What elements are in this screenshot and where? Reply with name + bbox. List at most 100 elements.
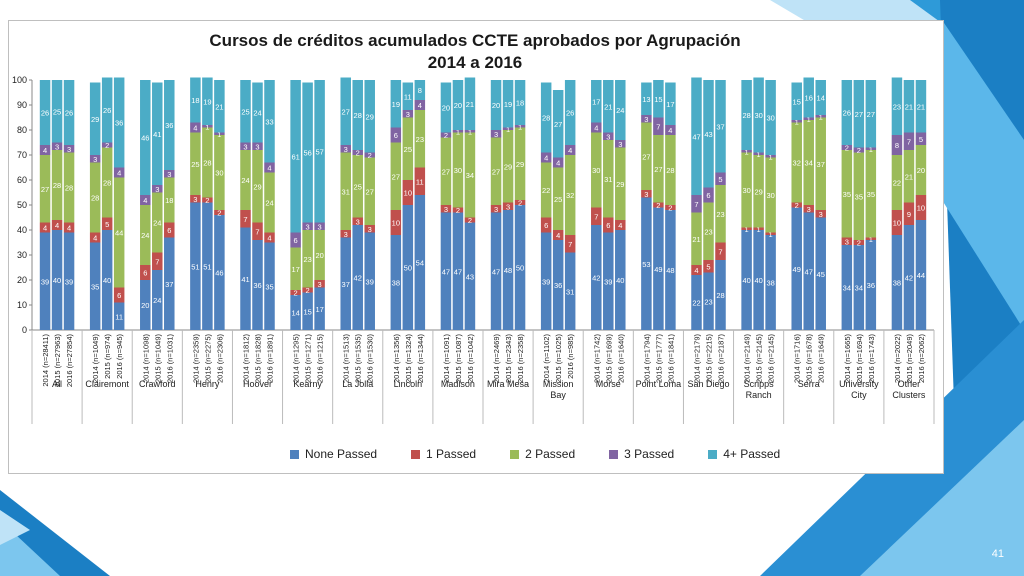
data-label: 37 [342, 280, 350, 289]
x-tick-label: 2016 (n=945) [115, 333, 124, 378]
bar-segment [615, 140, 626, 148]
bar-segment [140, 265, 151, 280]
bar-segment [302, 222, 313, 230]
data-label: 29 [616, 180, 624, 189]
data-label: 3 [243, 142, 247, 151]
y-tick-label: 70 [17, 150, 27, 160]
data-label: 1 [869, 235, 873, 244]
legend-label-4plus-passed: 4+ Passed [723, 447, 781, 461]
data-label: 43 [466, 272, 474, 281]
bar-segment [603, 140, 614, 218]
x-tick-label: 2016 (n=1891) [266, 333, 275, 383]
data-label: 3 [67, 145, 71, 154]
data-label: 48 [504, 266, 512, 275]
bar-segment [290, 295, 301, 330]
data-label: 18 [516, 99, 524, 108]
data-label: 3 [406, 110, 410, 119]
x-tick-label: 2015 (n=2343) [504, 333, 513, 383]
bar-segment [502, 130, 514, 203]
bar-segment [490, 212, 502, 330]
data-label: 3 [618, 140, 622, 149]
bar-segment [753, 230, 764, 330]
bar-segment [891, 135, 903, 155]
data-label: 23 [893, 102, 901, 111]
bar-segment [791, 202, 802, 208]
data-label: 9 [907, 210, 911, 219]
bar-segment [903, 132, 915, 150]
bar-segment [891, 210, 903, 235]
data-label: 10 [392, 219, 400, 228]
bar-segment [803, 117, 814, 120]
data-label: 3 [644, 115, 648, 124]
data-label: 2 [468, 216, 472, 225]
group-label: University City [839, 379, 879, 400]
y-tick-label: 40 [17, 225, 27, 235]
deco-shape-left-accent [0, 510, 30, 545]
data-label: 20 [442, 104, 450, 113]
data-label: 35 [843, 190, 851, 199]
bar-segment [314, 80, 325, 223]
data-label: 34 [843, 284, 851, 293]
bar-segment [641, 115, 652, 123]
data-label: 3 [344, 230, 348, 239]
x-tick-label: 2015 (n=1699) [604, 333, 613, 383]
data-label: 10 [917, 204, 925, 213]
bar-segment [691, 265, 702, 275]
x-tick-label: 2016 (n=2145) [767, 333, 776, 383]
bar-segment [502, 202, 514, 210]
data-label: 30 [454, 166, 462, 175]
bar-segment [214, 210, 225, 215]
data-label: 45 [817, 270, 825, 279]
data-label: 25 [53, 107, 61, 116]
bar-segment [340, 230, 351, 238]
bar-segment [615, 230, 626, 330]
bar-segment [791, 122, 802, 203]
legend-label-3-passed: 3 Passed [624, 447, 675, 461]
bar-segment [314, 230, 325, 280]
data-label: 42 [905, 274, 913, 283]
bar-segment [791, 207, 802, 330]
bar-segment [741, 80, 752, 150]
bar-segment [440, 137, 452, 205]
data-label: 46 [215, 269, 223, 278]
x-tick-label: 2014 (n=2179) [693, 333, 702, 383]
data-label: 40 [616, 276, 624, 285]
bar-segment [402, 82, 414, 110]
bar-segment [63, 80, 75, 145]
bar-segment [464, 77, 476, 130]
data-label: 1 [769, 230, 773, 239]
data-label: 23 [416, 135, 424, 144]
legend-label-none-passed: None Passed [305, 447, 378, 461]
bar-segment [402, 205, 414, 330]
data-label: 4 [556, 231, 560, 240]
data-label: 3 [356, 217, 360, 226]
data-label: 17 [291, 265, 299, 274]
bar-segment [89, 155, 101, 163]
x-tick-label: 2016 (n=27854) [65, 333, 74, 387]
bar-segment [815, 117, 826, 210]
x-tick-label: 2015 (n=1777) [654, 333, 663, 383]
data-label: 31 [566, 287, 574, 296]
data-label: 1 [757, 150, 761, 159]
data-label: 4 [93, 234, 97, 243]
bar-segment [841, 237, 853, 245]
bar-segment [190, 122, 201, 133]
bar-segment [290, 80, 301, 233]
bar-segment [464, 132, 476, 218]
x-tick-label: 2014 (n=1665) [843, 333, 852, 383]
x-tick-label: 2014 (n=28411) [41, 334, 50, 387]
bar-segment [540, 217, 552, 233]
data-label: 24 [253, 109, 261, 118]
bar-segment [841, 150, 853, 238]
bar-segment [853, 80, 865, 148]
group-label: Henry [195, 379, 220, 389]
bar-segment [113, 77, 125, 168]
group-label: Point Loma [636, 379, 682, 389]
bar-segment [113, 177, 125, 288]
data-label: 8 [418, 86, 422, 95]
data-label: 27 [492, 167, 500, 176]
data-label: 28 [103, 179, 111, 188]
data-label: 19 [504, 100, 512, 109]
chart-title-main: Cursos de créditos acumulados CCTE aprob… [209, 31, 741, 50]
data-label: 40 [742, 276, 750, 285]
